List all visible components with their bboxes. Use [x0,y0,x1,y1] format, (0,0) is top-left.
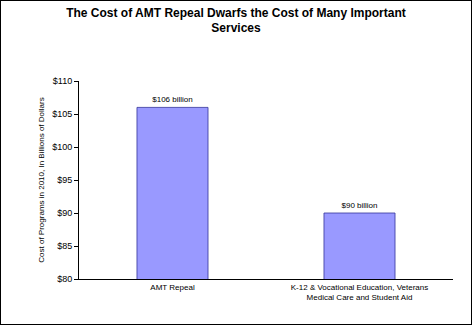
svg-text:$100: $100 [52,142,72,152]
svg-text:$110: $110 [53,76,72,86]
svg-text:The Cost of AMT Repeal Dwarfs: The Cost of AMT Repeal Dwarfs the Cost o… [66,6,406,36]
svg-text:$85: $85 [57,241,72,251]
svg-text:$106 billion: $106 billion [152,95,192,104]
svg-text:$80: $80 [57,274,72,284]
svg-text:$95: $95 [57,175,72,185]
svg-text:Cost of Programs in 2010, In B: Cost of Programs in 2010, In Billions of… [37,97,46,262]
svg-text:$90 billion: $90 billion [341,201,377,210]
svg-text:$90: $90 [57,208,72,218]
svg-text:K-12 & Vocational Education, V: K-12 & Vocational Education, VeteransMed… [291,283,428,302]
svg-text:$105: $105 [52,109,72,119]
svg-text:AMT Repeal: AMT Repeal [150,283,195,292]
